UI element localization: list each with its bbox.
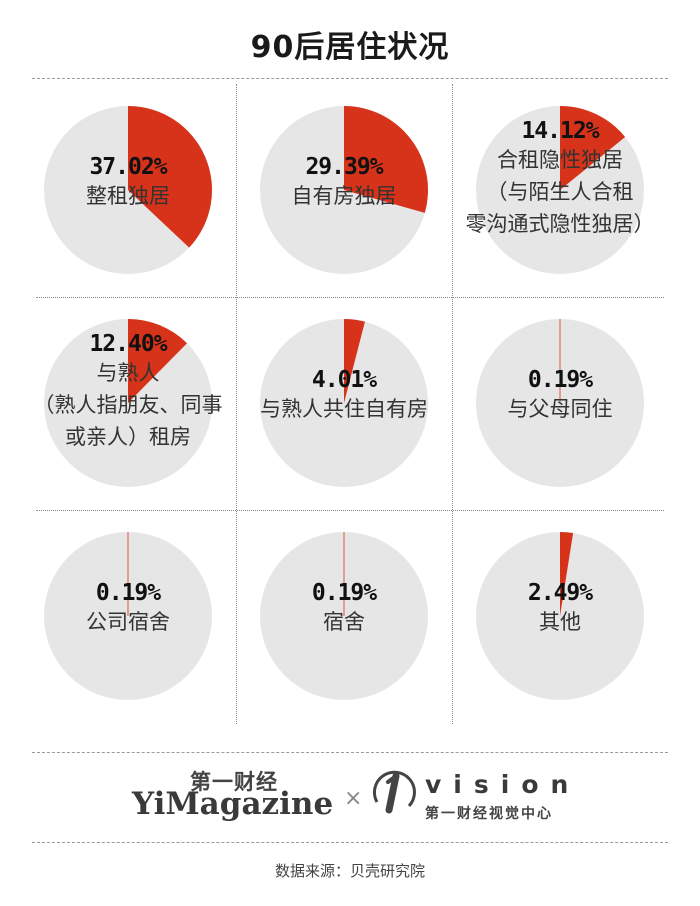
pie-percent-label: 0.19% <box>95 580 161 606</box>
pie-percent-label: 4.01% <box>311 367 377 393</box>
pie-slice <box>560 106 626 190</box>
pie-category-label: （与陌生人合租 <box>486 180 634 204</box>
data-source: 数据来源：贝壳研究院 <box>274 862 425 880</box>
pie-slice <box>560 532 574 616</box>
vision-logo-mark-icon <box>372 770 416 814</box>
pie-category-label: 宿舍 <box>323 610 365 634</box>
pie-percent-label: 14.12% <box>521 118 599 144</box>
pie-label-group: 4.01% 与熟人共住自有房 <box>236 367 452 425</box>
pie-percent-label: 29.39% <box>305 154 383 180</box>
pie-cell-4: 12.40% 与熟人 （熟人指朋友、同事 或亲人）租房 <box>20 297 236 510</box>
pie-cell-3: 14.12% 合租隐性独居 （与陌生人合租 零沟通式隐性独居） <box>452 84 668 297</box>
pie-category-label: （熟人指朋友、同事 <box>33 393 223 417</box>
pie-label-group: 12.40% 与熟人 （熟人指朋友、同事 或亲人）租房 <box>20 331 236 453</box>
pie-label-group: 0.19% 公司宿舍 <box>20 580 236 638</box>
pie-chart-1 <box>44 106 213 274</box>
pie-percent-label: 2.49% <box>527 580 593 606</box>
pie-percent-label: 37.02% <box>89 154 167 180</box>
footer-divider-top <box>32 752 668 753</box>
pie-category-label: 零沟通式隐性独居） <box>465 212 655 236</box>
pie-label-group: 0.19% 宿舍 <box>236 580 452 638</box>
footer-divider-bottom <box>32 842 668 843</box>
pie-category-label: 合租隐性独居 <box>497 148 623 172</box>
pie-category-label: 与父母同住 <box>507 397 613 421</box>
pie-cell-8: 0.19% 宿舍 <box>236 510 452 723</box>
pie-label-group: 2.49% 其他 <box>452 580 668 638</box>
pie-percent-label: 0.19% <box>311 580 377 606</box>
pie-cell-7: 0.19% 公司宿舍 <box>20 510 236 723</box>
vision-cn: 第一财经视觉中心 <box>425 806 553 822</box>
pie-slice <box>128 319 188 403</box>
pie-category-label: 与熟人共住自有房 <box>260 397 428 421</box>
pie-chart-9 <box>476 532 644 700</box>
top-divider <box>32 78 668 79</box>
pie-cell-6: 0.19% 与父母同住 <box>452 297 668 510</box>
pie-chart-8 <box>260 532 428 700</box>
pie-chart-7 <box>44 532 212 700</box>
pie-cell-9: 2.49% 其他 <box>452 510 668 723</box>
pie-chart-6 <box>476 319 644 487</box>
pie-category-label: 或亲人）租房 <box>65 425 191 449</box>
pie-category-label: 其他 <box>539 610 581 634</box>
pie-chart-4 <box>44 319 212 487</box>
pie-category-label: 与熟人 <box>96 361 160 385</box>
pie-percent-label: 0.19% <box>527 367 593 393</box>
pie-label-group: 0.19% 与父母同住 <box>452 367 668 425</box>
chart-title: 90后居住状况 <box>250 30 450 65</box>
pie-cell-1: 37.02% 整租独居 <box>20 84 236 297</box>
pie-percent-label: 12.40% <box>89 331 167 357</box>
pie-category-label: 自有房独居 <box>291 184 397 208</box>
pie-label-group: 14.12% 合租隐性独居 （与陌生人合租 零沟通式隐性独居） <box>452 118 668 240</box>
grid-col-line-1 <box>236 84 237 724</box>
pie-category-label: 公司宿舍 <box>86 610 170 634</box>
pie-chart-3 <box>476 106 644 274</box>
logo-separator: × <box>344 786 363 811</box>
pie-label-group: 37.02% 整租独居 <box>20 154 236 212</box>
grid-row-line-2 <box>36 510 664 511</box>
pie-slice <box>344 319 365 403</box>
vision-en: vision <box>425 770 581 799</box>
grid-col-line-2 <box>452 84 453 724</box>
grid-row-line-1 <box>36 297 664 298</box>
pie-chart-2 <box>260 106 428 274</box>
pie-cell-5: 4.01% 与熟人共住自有房 <box>236 297 452 510</box>
pie-category-label: 整租独居 <box>86 184 170 208</box>
pie-slice <box>344 106 428 213</box>
pie-label-group: 29.39% 自有房独居 <box>236 154 452 212</box>
pie-slice <box>128 106 213 248</box>
yimagazine-cn: 第一财经 <box>190 770 278 794</box>
pie-chart-5 <box>260 319 428 487</box>
yimagazine-en: YiMagazine <box>132 786 334 822</box>
pie-cell-2: 29.39% 自有房独居 <box>236 84 452 297</box>
